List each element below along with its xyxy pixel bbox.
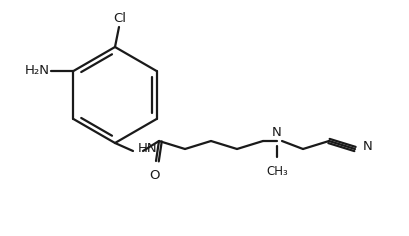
Text: Cl: Cl — [113, 12, 126, 25]
Text: O: O — [149, 169, 160, 182]
Text: H₂N: H₂N — [25, 64, 50, 77]
Text: HN: HN — [138, 142, 157, 155]
Text: N: N — [362, 140, 372, 153]
Text: CH₃: CH₃ — [265, 165, 287, 178]
Text: N: N — [272, 126, 281, 139]
